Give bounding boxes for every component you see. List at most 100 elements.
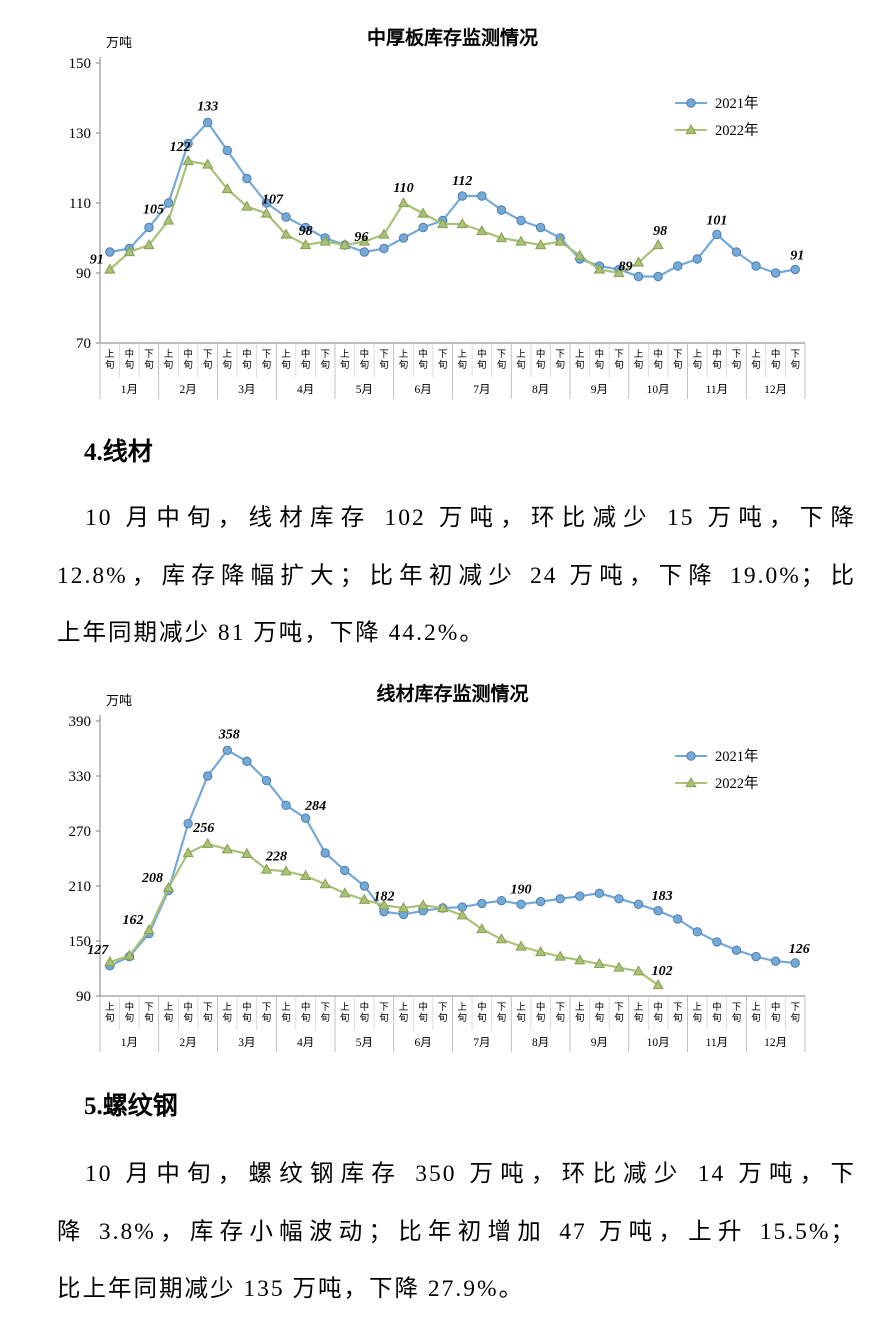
circle-marker — [770, 956, 781, 966]
x-period-label: 旬 — [673, 359, 683, 371]
x-period-label: 中 — [125, 1001, 135, 1013]
triangle-marker — [182, 846, 194, 858]
x-period-label: 下 — [732, 1003, 742, 1013]
x-month-label: 11月 — [706, 384, 729, 396]
circle-marker — [222, 745, 232, 756]
circle-marker — [673, 914, 683, 924]
triangle-marker — [476, 224, 488, 236]
triangle-marker — [652, 238, 664, 250]
x-period-label: 下 — [320, 1003, 330, 1013]
x-period-label: 旬 — [242, 1012, 252, 1024]
x-period-label: 下 — [732, 350, 742, 360]
x-period-label: 旬 — [203, 1012, 213, 1024]
x-period-label: 旬 — [595, 1012, 605, 1024]
legend-circle-marker — [686, 98, 696, 108]
x-period-label: 旬 — [399, 1012, 409, 1024]
circle-marker — [144, 222, 154, 233]
x-period-label: 上 — [751, 1002, 761, 1013]
triangle-marker — [593, 263, 606, 274]
x-period-label: 上 — [281, 349, 291, 360]
x-period-label: 上 — [516, 349, 526, 360]
x-month-label: 6月 — [415, 1037, 432, 1049]
triangle-marker — [202, 158, 214, 169]
x-period-label: 旬 — [555, 1012, 565, 1024]
circle-marker — [379, 243, 389, 254]
x-period-label: 旬 — [693, 359, 703, 371]
y-tick-label: 270 — [69, 824, 92, 840]
x-period-label: 旬 — [516, 1012, 526, 1024]
x-period-label: 旬 — [360, 359, 370, 371]
triangle-marker — [162, 214, 175, 225]
triangle-marker — [319, 235, 331, 246]
x-period-label: 下 — [438, 350, 448, 360]
x-period-label: 上 — [693, 349, 703, 360]
y-tick-label: 210 — [69, 879, 92, 895]
point-label: 98 — [653, 224, 667, 239]
point-label: 162 — [122, 913, 143, 928]
x-period-label: 旬 — [105, 1012, 115, 1024]
section-heading-wire-rod: 4.线材 — [84, 439, 153, 466]
circle-marker — [594, 888, 605, 899]
point-label: 182 — [373, 890, 394, 905]
x-period-label: 旬 — [105, 359, 115, 371]
x-period-label: 中 — [183, 1001, 193, 1013]
x-period-label: 旬 — [751, 1012, 761, 1024]
x-period-label: 旬 — [614, 1012, 624, 1024]
circle-marker — [281, 212, 291, 222]
circle-marker — [105, 247, 115, 257]
x-period-label: 旬 — [536, 359, 546, 371]
triangle-marker — [260, 207, 273, 218]
x-period-label: 中 — [536, 1001, 546, 1013]
triangle-marker — [358, 235, 371, 246]
x-period-label: 旬 — [203, 359, 213, 371]
triangle-marker — [143, 238, 155, 250]
y-tick-label: 90 — [76, 266, 91, 282]
circle-marker — [163, 198, 174, 208]
x-period-label: 上 — [164, 1002, 174, 1013]
paragraph-line: 12.8%，库存降幅扩大；比年初减少 24 万吨，下降 19.0%；比 — [57, 562, 856, 589]
legend-item: 2022年 — [675, 122, 759, 139]
triangle-marker — [221, 843, 233, 854]
x-period-label: 中 — [477, 1001, 487, 1013]
x-period-label: 上 — [634, 1002, 644, 1013]
x-month-label: 1月 — [121, 1037, 138, 1049]
triangle-marker — [162, 881, 175, 892]
wire-rod-inventory-chart-svg: 线材库存监测情况万吨90150210270330390上旬中旬下旬上旬中旬下旬上… — [69, 682, 810, 1052]
x-period-label: 上 — [399, 349, 409, 360]
x-period-label: 上 — [281, 1002, 291, 1013]
legend-label: 2021年 — [715, 95, 759, 112]
x-period-label: 下 — [497, 350, 507, 360]
x-period-label: 上 — [458, 1002, 468, 1013]
x-month-label: 9月 — [591, 384, 608, 396]
triangle-marker — [299, 869, 312, 881]
x-period-label: 上 — [634, 349, 644, 360]
triangle-marker — [123, 245, 136, 257]
x-period-label: 旬 — [712, 359, 722, 371]
x-month-label: 7月 — [473, 384, 490, 396]
x-period-label: 中 — [595, 348, 605, 360]
x-month-label: 8月 — [532, 1037, 549, 1049]
circle-marker — [359, 881, 370, 891]
triangle-marker — [378, 899, 390, 910]
paragraph-line: 10 月中旬，线材库存 102 万吨，环比减少 15 万吨，下降 — [85, 505, 856, 531]
circle-marker — [751, 951, 761, 962]
x-period-label: 中 — [653, 348, 663, 360]
triangle-marker — [437, 901, 449, 913]
x-period-label: 下 — [790, 350, 800, 360]
series-2022年 — [104, 154, 664, 278]
x-period-label: 上 — [105, 349, 115, 360]
x-period-label: 旬 — [301, 1012, 311, 1024]
x-period-label: 旬 — [673, 1012, 683, 1024]
paragraph-line: 降 3.8%，库存小幅波动；比年初增加 47 万吨，上升 15.5%； — [57, 1218, 856, 1245]
point-label: 208 — [141, 871, 163, 886]
triangle-marker — [632, 965, 645, 976]
x-month-label: 12月 — [764, 384, 787, 396]
x-period-label: 中 — [418, 1001, 428, 1013]
x-period-label: 旬 — [614, 359, 624, 371]
x-month-label: 7月 — [473, 1037, 490, 1049]
triangle-marker — [397, 901, 410, 913]
x-month-label: 4月 — [297, 1037, 314, 1049]
circle-marker — [790, 958, 800, 968]
circle-marker — [712, 937, 722, 947]
